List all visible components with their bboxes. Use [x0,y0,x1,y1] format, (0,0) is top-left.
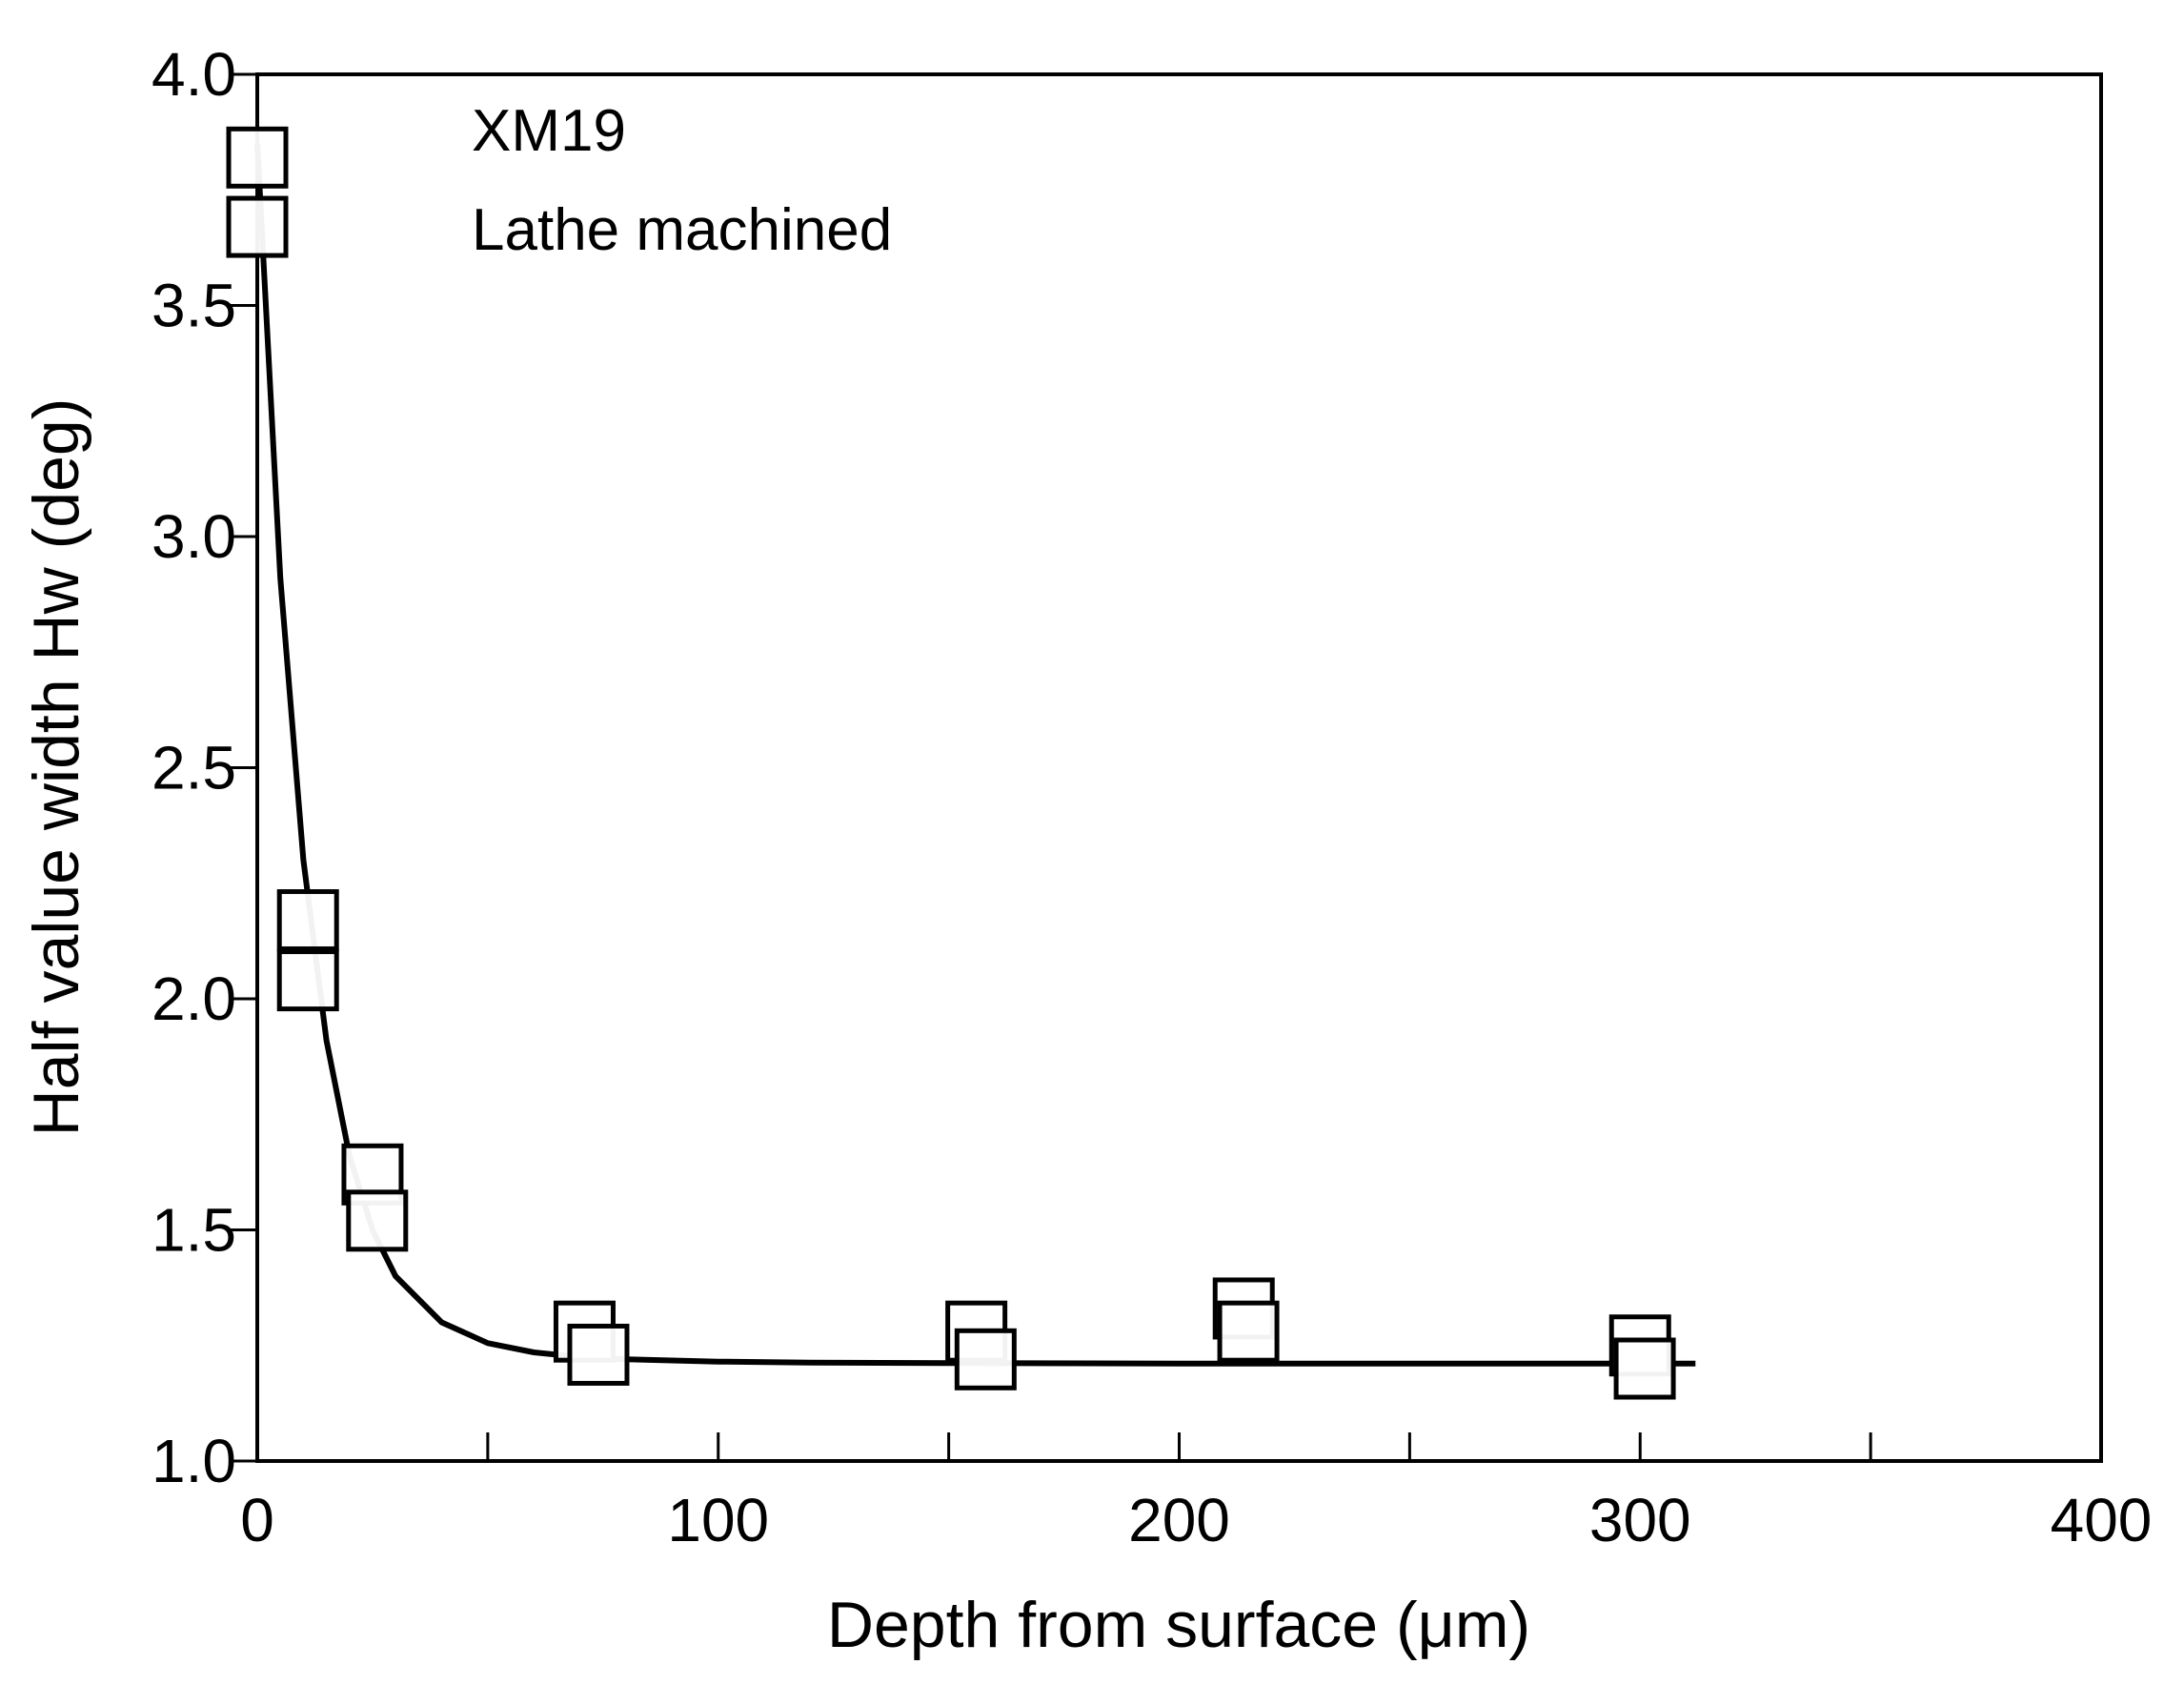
fit-curve-layer [254,143,1696,1367]
fit-curve [254,143,1696,1367]
data-point-square-marker [1217,1300,1280,1363]
x-tick-label: 0 [240,1486,274,1554]
x-tick-label: 400 [2051,1486,2153,1554]
y-axis-ticks: 1.0 1.5 2.0 2.5 3.0 3.5 4.0 [152,40,257,1495]
annotation-material: XM19 [472,98,626,164]
y-tick-label: 1.5 [152,1196,236,1265]
x-axis-label: Depth from surface (μm) [827,1589,1530,1661]
x-tick-label: 100 [667,1486,769,1554]
data-point-square-marker [567,1323,630,1386]
plot-area-frame [255,72,2103,1463]
data-point-square-marker [954,1328,1017,1390]
y-tick-label: 3.0 [152,502,236,571]
data-point-square-marker [346,1189,409,1252]
data-point-square-marker [276,949,339,1012]
y-tick-label: 4.0 [152,40,236,109]
y-tick-label: 1.0 [152,1427,236,1495]
x-axis-ticks: 0 100 200 300 400 [240,1432,2152,1554]
annotation-process: Lathe machined [472,197,892,263]
y-tick-label: 2.5 [152,734,236,802]
data-point-square-marker [1613,1337,1676,1400]
data-point-square-marker [276,889,339,952]
data-point-square-marker [226,195,289,258]
x-tick-label: 300 [1589,1486,1691,1554]
data-points-layer [226,126,1676,1400]
data-point-square-marker [226,126,289,189]
y-axis-label: Half value width Hw (deg) [20,398,92,1137]
x-tick-label: 200 [1128,1486,1230,1554]
y-tick-label: 3.5 [152,272,236,340]
y-tick-label: 2.0 [152,964,236,1033]
